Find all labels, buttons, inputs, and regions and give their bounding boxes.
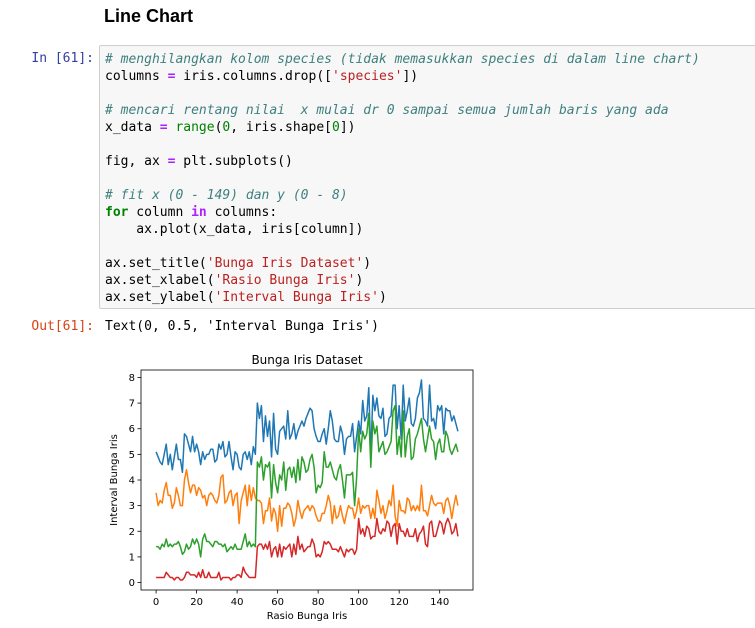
code-line: columns = iris.columns.drop(['species']) xyxy=(105,69,419,84)
y-tick-label: 3 xyxy=(129,501,135,512)
output-prompt: Out[61]: xyxy=(31,319,94,334)
code-line: for column in columns: xyxy=(105,205,278,220)
code-line: ax.plot(x_data, iris[column]) xyxy=(105,222,364,237)
y-tick-label: 0 xyxy=(129,578,135,589)
code-line: ax.set_xlabel('Rasio Bunga Iris') xyxy=(105,273,364,288)
y-tick-label: 5 xyxy=(129,450,135,461)
x-tick-label: 120 xyxy=(390,597,409,608)
code-line xyxy=(105,170,700,187)
code-line: # fit x (0 - 149) dan y (0 - 8) xyxy=(105,188,348,203)
code-line: # mencari rentang nilai x mulai dr 0 sam… xyxy=(105,103,669,118)
x-tick-label: 0 xyxy=(153,597,159,608)
y-tick-label: 4 xyxy=(129,476,135,487)
code-cell[interactable] xyxy=(99,45,755,309)
y-tick-label: 8 xyxy=(129,373,135,384)
x-tick-label: 60 xyxy=(271,597,284,608)
x-axis-label: Rasio Bunga Iris xyxy=(267,611,347,622)
code-editor[interactable]: # menghilangkan kolom species (tidak mem… xyxy=(105,51,700,306)
code-line: # menghilangkan kolom species (tidak mem… xyxy=(105,52,700,67)
y-axis-label: Interval Bunga Iris xyxy=(109,434,120,526)
code-line xyxy=(105,238,700,255)
input-prompt: In [61]: xyxy=(31,51,94,66)
y-tick-label: 7 xyxy=(129,399,135,410)
output-text: Text(0, 0.5, 'Interval Bunga Iris') xyxy=(105,319,379,334)
x-tick-label: 80 xyxy=(312,597,325,608)
series-line-4 xyxy=(156,517,459,581)
y-tick-label: 2 xyxy=(129,527,135,538)
y-tick-label: 1 xyxy=(129,552,135,563)
x-tick-label: 140 xyxy=(430,597,449,608)
series-line-2 xyxy=(155,468,459,533)
x-tick-label: 100 xyxy=(349,597,368,608)
code-line: ax.set_title('Bunga Iris Dataset') xyxy=(105,256,372,271)
x-tick-label: 40 xyxy=(231,597,244,608)
y-tick-label: 6 xyxy=(129,424,135,435)
line-chart: Bunga Iris Dataset 0 20 40 60 80 100 120 140 0 1 2 3… xyxy=(109,353,474,622)
section-heading: Line Chart xyxy=(104,6,194,26)
code-line: ax.set_ylabel('Interval Bunga Iris') xyxy=(105,290,387,305)
series-line-3 xyxy=(156,404,459,558)
code-line: x_data = range(0, iris.shape[0]) xyxy=(105,120,356,135)
code-line: fig, ax = plt.subplots() xyxy=(105,154,293,169)
code-line xyxy=(105,85,700,102)
series-line-1 xyxy=(155,379,459,474)
code-line xyxy=(105,136,700,153)
chart-title: Bunga Iris Dataset xyxy=(251,353,362,367)
x-tick-label: 20 xyxy=(190,597,203,608)
